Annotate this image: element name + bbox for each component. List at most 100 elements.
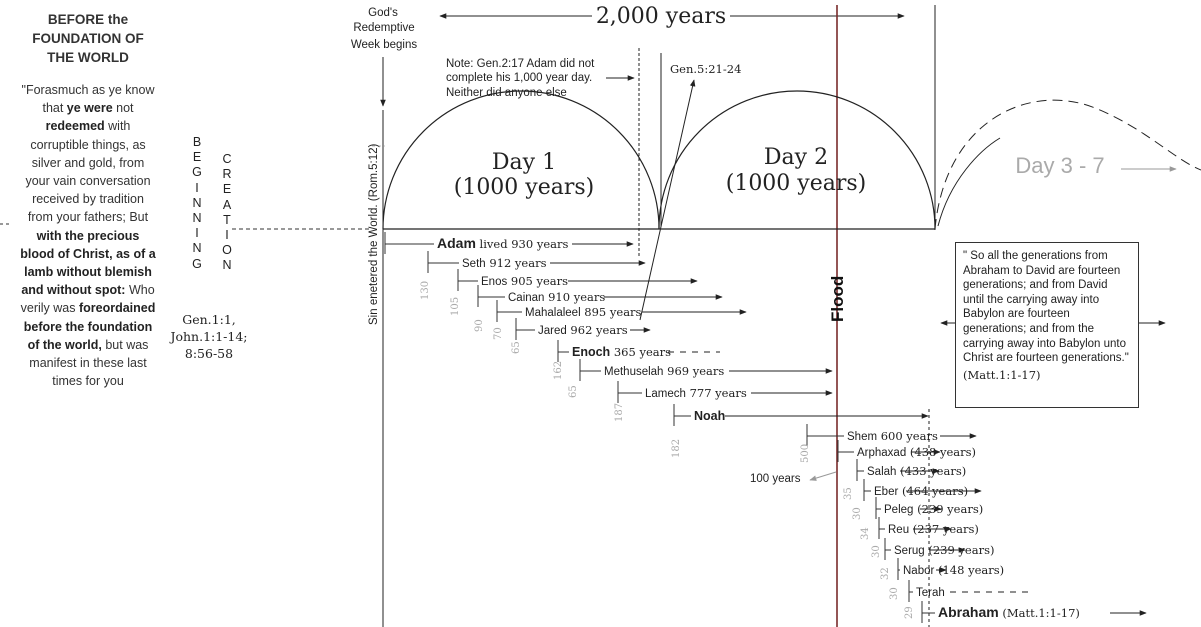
- quote-segment: with corruptible things, as silver and g…: [25, 119, 151, 225]
- patriarch-label: Noah: [694, 409, 725, 423]
- creation-letter: A: [222, 197, 232, 212]
- patriarch-name: Cainan: [508, 292, 544, 304]
- generations-note-box: " So all the generations from Abraham to…: [955, 242, 1139, 408]
- day1-years: (1000 years): [454, 175, 595, 200]
- patriarch-label: Nabor (148 years): [903, 563, 1004, 577]
- patriarch-name: Mahalaleel: [525, 307, 581, 319]
- begat-age: 35: [843, 487, 854, 500]
- beginning-letter: I: [195, 226, 199, 241]
- begat-age: 30: [889, 587, 900, 600]
- patriarch-lifespan: 969 years: [663, 364, 724, 378]
- patriarch-label: Seth 912 years: [462, 256, 547, 270]
- day3-arc: [934, 99, 1201, 230]
- patriarch-lifespan: 777 years: [686, 386, 747, 400]
- patriarch-name: Arphaxad: [857, 447, 906, 459]
- creation-letter: C: [222, 152, 232, 166]
- patriarch-lifespan: 365 years: [610, 345, 671, 359]
- quote-segment: but was manifest in these last times for…: [29, 337, 149, 389]
- patriarch-row: Noah: [673, 404, 929, 426]
- patriarch-row: Mahalaleel 895 years: [496, 300, 747, 322]
- begat-age: 130: [420, 281, 431, 300]
- creation-letter: R: [222, 167, 232, 182]
- enoch-reference-arrow: [639, 79, 696, 321]
- patriarch-label: Lamech 777 years: [645, 386, 747, 400]
- patriarch-row: Serug (239 years): [884, 538, 994, 560]
- redemptive-week-line-2: Redemptive: [353, 22, 414, 34]
- patriarch-label: Methuselah 969 years: [604, 364, 724, 378]
- day3-arc-solid: [937, 137, 1001, 227]
- beginning-letter: E: [192, 150, 202, 165]
- quote-segment: "Forasmuch as ye know that: [21, 83, 155, 116]
- creation-letter: I: [225, 228, 229, 243]
- patriarch-name: Nabor: [903, 565, 934, 577]
- patriarch-row: Enos 905 years: [457, 269, 698, 291]
- beginning-letter: G: [192, 165, 202, 180]
- patriarch-label: Mahalaleel 895 years: [525, 305, 642, 319]
- patriarch-name: Serug: [894, 545, 925, 557]
- patriarch-row: Salah (433 years): [856, 459, 966, 481]
- patriarch-row: Methuselah 969 years: [579, 359, 833, 381]
- gen-ref-line: John.1:1-14;: [170, 329, 248, 344]
- patriarch-name: Enos: [481, 276, 507, 288]
- patriarch-row: Terah: [908, 580, 1030, 602]
- day1-label: Day 1: [492, 150, 556, 175]
- quote-segment: foreordained: [78, 301, 156, 316]
- patriarch-name: Lamech: [645, 388, 686, 400]
- patriarch-label: Enoch 365 years: [572, 345, 671, 359]
- quote-segment: with the precious blood of Christ, as of…: [20, 228, 156, 298]
- begat-age: 162: [553, 361, 564, 380]
- patriarch-lifespan: 910 years: [544, 290, 605, 304]
- day2-label: Day 2: [764, 145, 828, 170]
- sin-entered-label: Sin enetered the World. (Rom.5:12): [368, 144, 380, 325]
- begat-age: 65: [568, 385, 579, 398]
- begat-age: 187: [614, 403, 625, 422]
- patriarch-label: Peleg (239 years): [884, 502, 983, 516]
- patriarch-label: Shem 600 years: [847, 429, 938, 443]
- patriarch-row: Shem 600 years: [806, 424, 977, 446]
- patriarch-lifespan: (148 years): [934, 563, 1004, 577]
- patriarch-name: Seth: [462, 258, 486, 270]
- patriarch-lifespan: 895 years: [581, 305, 642, 319]
- patriarch-row: Reu (237 years): [878, 517, 979, 539]
- begat-age: 90: [474, 319, 485, 332]
- patriarch-label: Adam lived 930 years: [437, 235, 568, 251]
- quote-segment: Who verily was: [20, 283, 155, 316]
- gen-ref-line: 8:56-58: [184, 346, 234, 361]
- patriarch-row: Adam lived 930 years: [384, 232, 634, 254]
- patriarch-row: Enoch 365 years: [557, 340, 720, 362]
- patriarch-lifespan: 600 years: [877, 429, 938, 443]
- patriarch-lifespan: 905 years: [507, 274, 568, 288]
- patriarch-lifespan: 962 years: [567, 323, 628, 337]
- quote-segment: ye were: [66, 101, 113, 116]
- begat-age: 34: [860, 527, 871, 540]
- patriarch-lifespan: (239 years): [913, 502, 983, 516]
- patriarch-label: Arphaxad (438 years): [857, 445, 976, 459]
- patriarch-lifespan: lived 930 years: [476, 237, 569, 251]
- patriarch-row: Seth 912 years: [427, 251, 646, 273]
- patriarch-label: Cainan 910 years: [508, 290, 605, 304]
- span-label: 2,000 years: [596, 4, 726, 29]
- creation-letter: N: [222, 258, 232, 273]
- patriarch-name: Salah: [867, 466, 896, 478]
- note-box-text: " So all the generations from Abraham to…: [963, 250, 1129, 365]
- patriarch-name: Peleg: [884, 504, 913, 516]
- patriarch-lifespan: (438 years): [906, 445, 976, 459]
- patriarch-name: Terah: [916, 587, 945, 599]
- patriarch-row: Arphaxad (438 years): [837, 440, 976, 462]
- hundred-years-arrow: [809, 471, 837, 481]
- patriarch-lifespan: 912 years: [486, 256, 547, 270]
- creation-letter: O: [222, 243, 232, 258]
- beginning-letter: I: [195, 180, 199, 195]
- patriarch-label: Jared 962 years: [538, 323, 628, 337]
- patriarch-name: Noah: [694, 409, 725, 423]
- patriarch-row: Lamech 777 years: [617, 381, 833, 403]
- patriarch-label: Enos 905 years: [481, 274, 568, 288]
- redemptive-week-line-1: God's: [368, 7, 398, 19]
- patriarch-row: Eber (464 years): [863, 479, 982, 501]
- patriarch-label: Abraham (Matt.1:1-17): [938, 604, 1080, 620]
- patriarch-name: Reu: [888, 524, 909, 536]
- beginning-letter: N: [192, 211, 202, 226]
